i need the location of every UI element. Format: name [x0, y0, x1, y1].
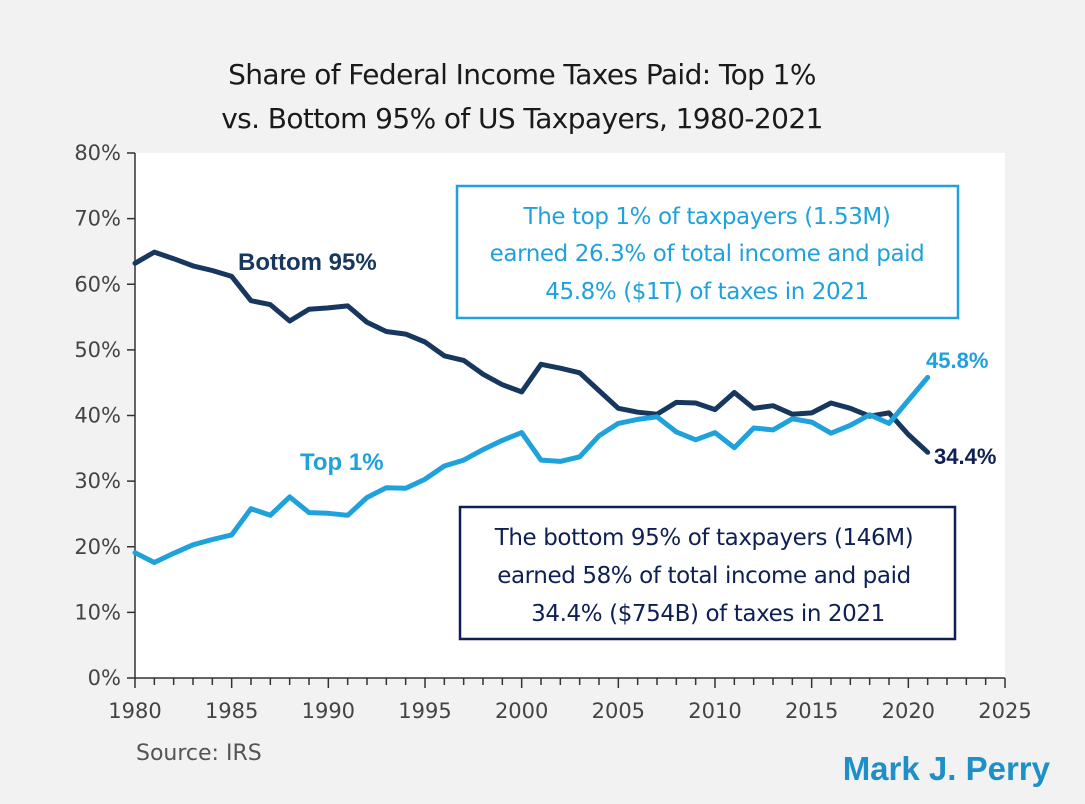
- x-tick-label: 2010: [688, 699, 741, 723]
- series-line-bottom-95: [132, 249, 931, 455]
- x-tick-label: 2020: [882, 699, 935, 723]
- x-tick-label: 2015: [785, 699, 838, 723]
- y-tick-label: 40%: [74, 404, 121, 428]
- series-lines: [132, 249, 931, 565]
- annotation-bottom-line-1: The bottom 95% of taxpayers (146M): [494, 525, 914, 551]
- annotation-box-top-1: The top 1% of taxpayers (1.53M) earned 2…: [455, 184, 960, 320]
- x-tick-label: 1990: [302, 699, 355, 723]
- annotation-bottom-line-2: earned 58% of total income and paid: [497, 563, 911, 589]
- y-tick-label: 20%: [74, 535, 121, 559]
- source-note: Source: IRS: [136, 741, 262, 766]
- y-tick-label: 80%: [74, 141, 121, 165]
- axes: 0% 10% 20% 30% 40% 50% 60% 70% 80% 1980 1985 1990 19…: [74, 141, 1031, 723]
- y-tick-label: 60%: [74, 272, 121, 296]
- y-tick-label: 10%: [74, 600, 121, 624]
- annotation-top-line-1: The top 1% of taxpayers (1.53M): [523, 204, 891, 230]
- y-tick-label: 0%: [88, 666, 121, 690]
- x-tick-label: 1995: [398, 699, 451, 723]
- y-tick-label: 30%: [74, 469, 121, 493]
- annotation-top-line-3: 45.8% ($1T) of taxes in 2021: [545, 279, 869, 305]
- x-tick-label: 1980: [108, 699, 161, 723]
- chart-title-line-1: Share of Federal Income Taxes Paid: Top …: [228, 58, 816, 91]
- series-line-top-1: [132, 374, 931, 565]
- series-label-top-1: Top 1%: [300, 449, 384, 476]
- chart-title-line-2: vs. Bottom 95% of US Taxpayers, 1980-202…: [221, 102, 823, 135]
- annotation-bottom-line-3: 34.4% ($754B) of taxes in 2021: [531, 601, 885, 627]
- series-label-bottom-95: Bottom 95%: [238, 249, 377, 276]
- x-tick-label: 2000: [495, 699, 548, 723]
- y-tick-label: 70%: [74, 207, 121, 231]
- end-label-top-1: 45.8%: [926, 348, 988, 373]
- annotation-box-bottom-95: The bottom 95% of taxpayers (146M) earne…: [458, 505, 957, 641]
- y-tick-label: 50%: [74, 338, 121, 362]
- end-label-bottom-95: 34.4%: [934, 444, 996, 469]
- author-credit: Mark J. Perry: [843, 750, 1051, 787]
- x-tick-label: 1985: [205, 699, 258, 723]
- x-tick-label: 2005: [592, 699, 645, 723]
- annotation-top-line-2: earned 26.3% of total income and paid: [490, 241, 925, 267]
- x-tick-label: 2025: [978, 699, 1031, 723]
